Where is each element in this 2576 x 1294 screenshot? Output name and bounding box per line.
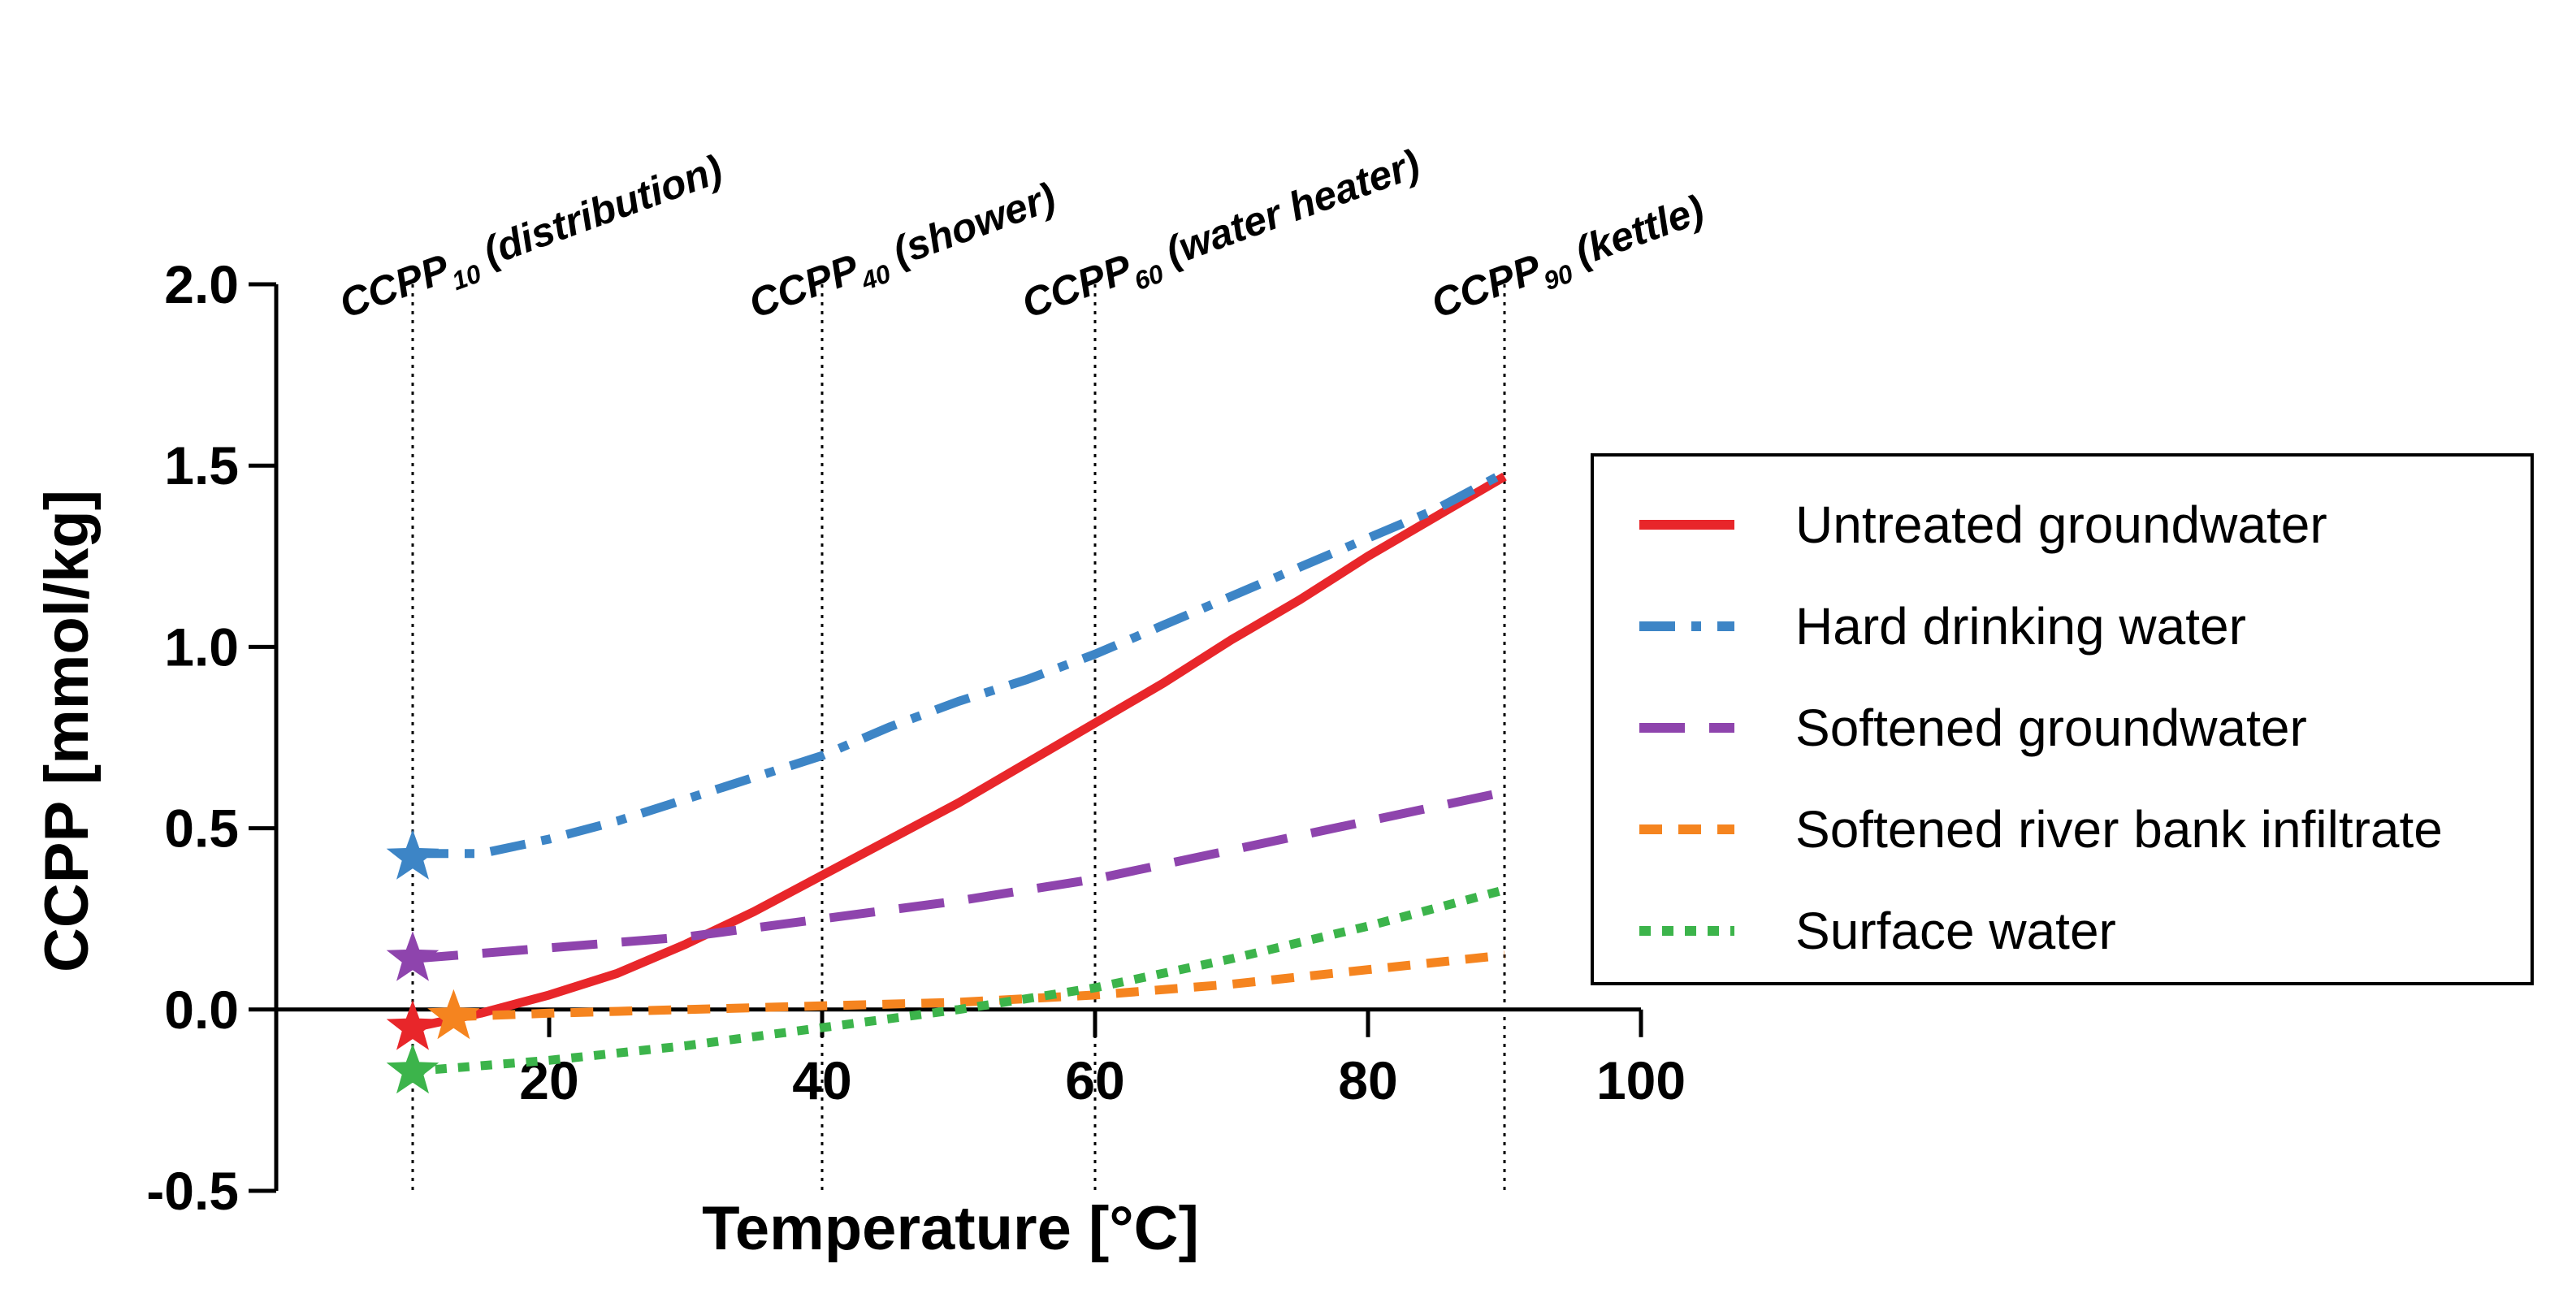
ref-label-suffix: (distribution) bbox=[467, 146, 729, 279]
series-line bbox=[453, 950, 1505, 1022]
y-tick-label: 1.0 bbox=[164, 617, 239, 677]
legend-box bbox=[1591, 453, 2534, 985]
series-line bbox=[412, 787, 1506, 963]
legend-label: Surface water bbox=[1795, 902, 2116, 960]
ref-label-main: CCPP bbox=[743, 245, 865, 327]
series-marker-star bbox=[386, 1000, 439, 1050]
reference-line-label: CCPP90 (kettle) bbox=[1426, 186, 1713, 335]
legend: Untreated groundwater Hard drinking water… bbox=[1591, 453, 2534, 985]
reference-line-label: CCPP40 (shower) bbox=[743, 174, 1064, 335]
series-line bbox=[413, 469, 1507, 859]
reference-line-label: CCPP60 (water heater) bbox=[1016, 141, 1429, 335]
legend-label: Hard drinking water bbox=[1795, 597, 2246, 656]
ref-label-main: CCPP bbox=[334, 245, 456, 327]
ref-label-main: CCPP bbox=[1426, 245, 1548, 327]
x-axis-title: Temperature [°C] bbox=[702, 1194, 1199, 1263]
legend-label: Softened river bank infiltrate bbox=[1795, 800, 2443, 859]
reference-line-labels: CCPP10 (distribution)CCPP40 (shower)CCPP… bbox=[334, 141, 1713, 335]
y-tick-label: 0.5 bbox=[164, 798, 239, 859]
legend-label: Softened groundwater bbox=[1795, 699, 2307, 757]
markers-layer bbox=[386, 829, 480, 1094]
y-tick-label: 0.0 bbox=[164, 980, 239, 1040]
y-tick-label: 2.0 bbox=[164, 254, 239, 314]
reference-line-label: CCPP10 (distribution) bbox=[334, 146, 731, 335]
legend-label: Untreated groundwater bbox=[1795, 496, 2327, 554]
series-marker-star bbox=[386, 931, 439, 981]
series-layer bbox=[411, 469, 1507, 1076]
series-marker-star bbox=[386, 1043, 439, 1094]
ref-label-suffix: (shower) bbox=[877, 174, 1062, 279]
series-line bbox=[411, 472, 1507, 1032]
x-tick-label: 80 bbox=[1338, 1050, 1397, 1110]
series-line bbox=[412, 885, 1506, 1076]
x-tick-label: 40 bbox=[792, 1050, 851, 1110]
series-marker-star bbox=[386, 829, 439, 880]
y-tick-label: 1.5 bbox=[164, 435, 239, 496]
ref-label-suffix: (kettle) bbox=[1559, 186, 1710, 278]
series-marker-star bbox=[427, 989, 480, 1040]
y-axis-title: CCPP [mmol/kg] bbox=[32, 490, 102, 972]
x-tick-label: 100 bbox=[1596, 1050, 1686, 1110]
x-tick-label: 60 bbox=[1065, 1050, 1124, 1110]
y-tick-label: -0.5 bbox=[146, 1161, 239, 1221]
ref-label-main: CCPP bbox=[1016, 245, 1138, 327]
axes: -0.50.00.51.01.52.020 40 60 80 100 bbox=[146, 254, 1686, 1221]
ref-label-suffix: (water heater) bbox=[1149, 141, 1426, 279]
